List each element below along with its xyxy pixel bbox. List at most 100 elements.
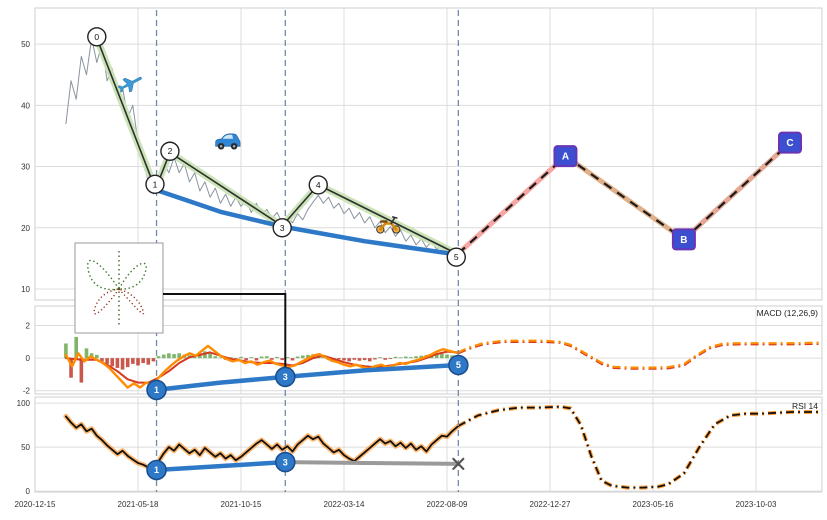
macd-histogram-bar bbox=[244, 358, 248, 361]
macd-panel-border bbox=[34, 305, 823, 395]
macd-histogram-bar bbox=[419, 355, 424, 359]
macd-histogram-bar bbox=[254, 358, 259, 361]
wave-marker-3[interactable]: 3 bbox=[274, 366, 296, 388]
macd-histogram-bar bbox=[383, 358, 387, 360]
macd-histogram-bar bbox=[352, 358, 357, 360]
macd-histogram-bar bbox=[290, 358, 295, 361]
macd-histogram-bar bbox=[156, 356, 161, 359]
pattern-inset-content bbox=[87, 251, 147, 325]
wave-marker-C[interactable]: C bbox=[777, 131, 802, 154]
macd-histogram-bar bbox=[146, 358, 151, 365]
macd-histogram-bar bbox=[125, 358, 130, 368]
macd-histogram-bar bbox=[228, 357, 233, 359]
wave-marker-1[interactable]: 1 bbox=[146, 459, 167, 481]
wave-marker-5[interactable]: 5 bbox=[446, 247, 466, 267]
y-tick-label: 50 bbox=[21, 40, 30, 49]
macd-histogram-bar bbox=[84, 348, 89, 359]
y-tick-label: 30 bbox=[21, 163, 30, 172]
macd-histogram-bar bbox=[115, 358, 120, 368]
y-tick-label: 50 bbox=[21, 443, 30, 452]
wave-line-0-5 bbox=[96, 37, 458, 255]
wave-marker-2[interactable]: 2 bbox=[160, 141, 180, 161]
wave-marker-3[interactable]: 3 bbox=[274, 451, 296, 473]
projection-dashes bbox=[457, 141, 791, 255]
wave-marker-0[interactable]: 0 bbox=[87, 27, 107, 47]
macd-histogram-bar bbox=[218, 357, 223, 359]
wave-marker-3[interactable]: 3 bbox=[272, 218, 292, 238]
macd-histogram-bar bbox=[306, 354, 310, 359]
macd-histogram-bar bbox=[208, 353, 212, 359]
macd-histogram-bar bbox=[151, 358, 156, 362]
wave-marker-B[interactable]: B bbox=[671, 228, 696, 251]
svg-text:0: 0 bbox=[94, 32, 99, 42]
macd-histogram-bar bbox=[100, 358, 104, 362]
macd-histogram-bar bbox=[404, 356, 408, 359]
macd-histogram-bar bbox=[161, 354, 166, 359]
y-tick-label: 2 bbox=[26, 322, 31, 331]
svg-text:4: 4 bbox=[316, 180, 321, 190]
macd-histogram-bar bbox=[280, 358, 284, 361]
macd-panel-label: MACD (12,26,9) bbox=[756, 308, 818, 318]
macd-histogram-bar bbox=[275, 356, 279, 359]
macd-histogram-bar bbox=[357, 358, 362, 361]
macd-histogram-bar bbox=[213, 356, 218, 359]
svg-text:1: 1 bbox=[154, 385, 159, 395]
invalidation-x-marker[interactable] bbox=[452, 457, 465, 470]
svg-text:2: 2 bbox=[168, 146, 173, 156]
svg-text:B: B bbox=[680, 235, 687, 246]
macd-histogram-bar bbox=[434, 353, 439, 359]
macd-histogram-bar bbox=[136, 358, 140, 366]
macd-histogram-bar bbox=[69, 358, 73, 378]
macd-projection-signal bbox=[457, 340, 820, 370]
macd-histogram-bar bbox=[105, 358, 109, 364]
svg-text:3: 3 bbox=[283, 372, 288, 382]
macd-histogram-bar bbox=[177, 353, 181, 359]
x-tick-label: 2021-10-15 bbox=[221, 500, 262, 509]
y-tick-label: 20 bbox=[21, 224, 30, 233]
svg-text:3: 3 bbox=[280, 223, 285, 233]
macd-histogram-bar bbox=[64, 343, 68, 359]
macd-histogram-bar bbox=[378, 357, 382, 359]
wave-marker-A[interactable]: A bbox=[553, 145, 578, 168]
macd-histogram-bar bbox=[301, 355, 305, 359]
macd-histogram-bar bbox=[192, 356, 197, 359]
x-tick-label: 2022-08-09 bbox=[427, 500, 468, 509]
svg-text:C: C bbox=[786, 138, 793, 149]
macd-histogram-bar bbox=[239, 356, 243, 359]
macd-histogram-bar bbox=[440, 353, 444, 359]
wave-marker-1[interactable]: 1 bbox=[145, 174, 165, 195]
wave-marker-1[interactable]: 1 bbox=[146, 379, 167, 401]
macd-histogram-bar bbox=[264, 356, 269, 359]
y-tick-label: 0 bbox=[26, 487, 31, 496]
y-tick-label: 10 bbox=[21, 285, 30, 294]
rsi-panel-border bbox=[34, 396, 823, 493]
x-tick-label: 2023-10-03 bbox=[736, 500, 777, 509]
x-tick-label: 2021-05-18 bbox=[118, 500, 159, 509]
svg-text:1: 1 bbox=[153, 179, 158, 189]
macd-histogram-bar bbox=[79, 358, 84, 383]
x-tick-label: 2022-03-14 bbox=[324, 500, 365, 509]
macd-histogram-bar bbox=[388, 358, 393, 359]
svg-text:A: A bbox=[562, 152, 569, 163]
macd-histogram-bar bbox=[270, 358, 274, 360]
wave-marker-5[interactable]: 5 bbox=[448, 354, 469, 376]
rsi-projection bbox=[457, 405, 820, 489]
scooter-icon bbox=[376, 216, 401, 234]
macd-histogram-bar bbox=[367, 358, 372, 362]
macd-histogram-bar bbox=[342, 358, 346, 361]
macd-histogram-bar bbox=[398, 357, 403, 359]
macd-projection bbox=[457, 339, 820, 369]
macd-histogram-bar bbox=[393, 356, 398, 359]
projection-BC bbox=[681, 140, 793, 242]
macd-histogram-bar bbox=[259, 356, 264, 359]
price-panel-border bbox=[34, 7, 823, 301]
rsi-line bbox=[65, 415, 460, 470]
macd-histogram-bar bbox=[74, 336, 78, 359]
y-tick-label: 40 bbox=[21, 101, 30, 110]
rsi-flat-line bbox=[283, 460, 461, 466]
wave-marker-4[interactable]: 4 bbox=[308, 175, 328, 195]
rsi-trendline bbox=[154, 459, 288, 473]
macd-histogram-bar bbox=[110, 358, 115, 367]
